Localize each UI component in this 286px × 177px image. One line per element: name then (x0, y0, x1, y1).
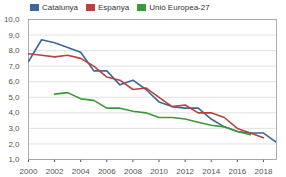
html-text:Unió Europea-27: Unió Europea-27 (149, 3, 210, 12)
svg-text:2010: 2010 (150, 167, 168, 176)
svg-text:4,0: 4,0 (8, 108, 20, 117)
svg-text:2000: 2000 (20, 167, 38, 176)
svg-text:9,0: 9,0 (8, 31, 20, 40)
svg-text:1,0: 1,0 (8, 155, 20, 164)
svg-text:2002: 2002 (46, 167, 64, 176)
svg-text:2016: 2016 (228, 167, 246, 176)
svg-text:2,0: 2,0 (8, 140, 20, 149)
svg-text:2008: 2008 (124, 167, 142, 176)
svg-text:2014: 2014 (202, 167, 220, 176)
svg-text:2012: 2012 (176, 167, 194, 176)
svg-text:8,0: 8,0 (8, 46, 20, 55)
svg-text:2018: 2018 (255, 167, 273, 176)
html-text:Catalunya: Catalunya (42, 3, 78, 12)
svg-text:2004: 2004 (72, 167, 90, 176)
svg-text:6,0: 6,0 (8, 77, 20, 86)
svg-text:5,0: 5,0 (8, 93, 20, 102)
svg-text:3,0: 3,0 (8, 124, 20, 133)
svg-text:7,0: 7,0 (8, 62, 20, 71)
html-text:Espanya: Espanya (98, 3, 130, 12)
svg-text:2006: 2006 (98, 167, 116, 176)
svg-text:10,0: 10,0 (4, 15, 20, 24)
